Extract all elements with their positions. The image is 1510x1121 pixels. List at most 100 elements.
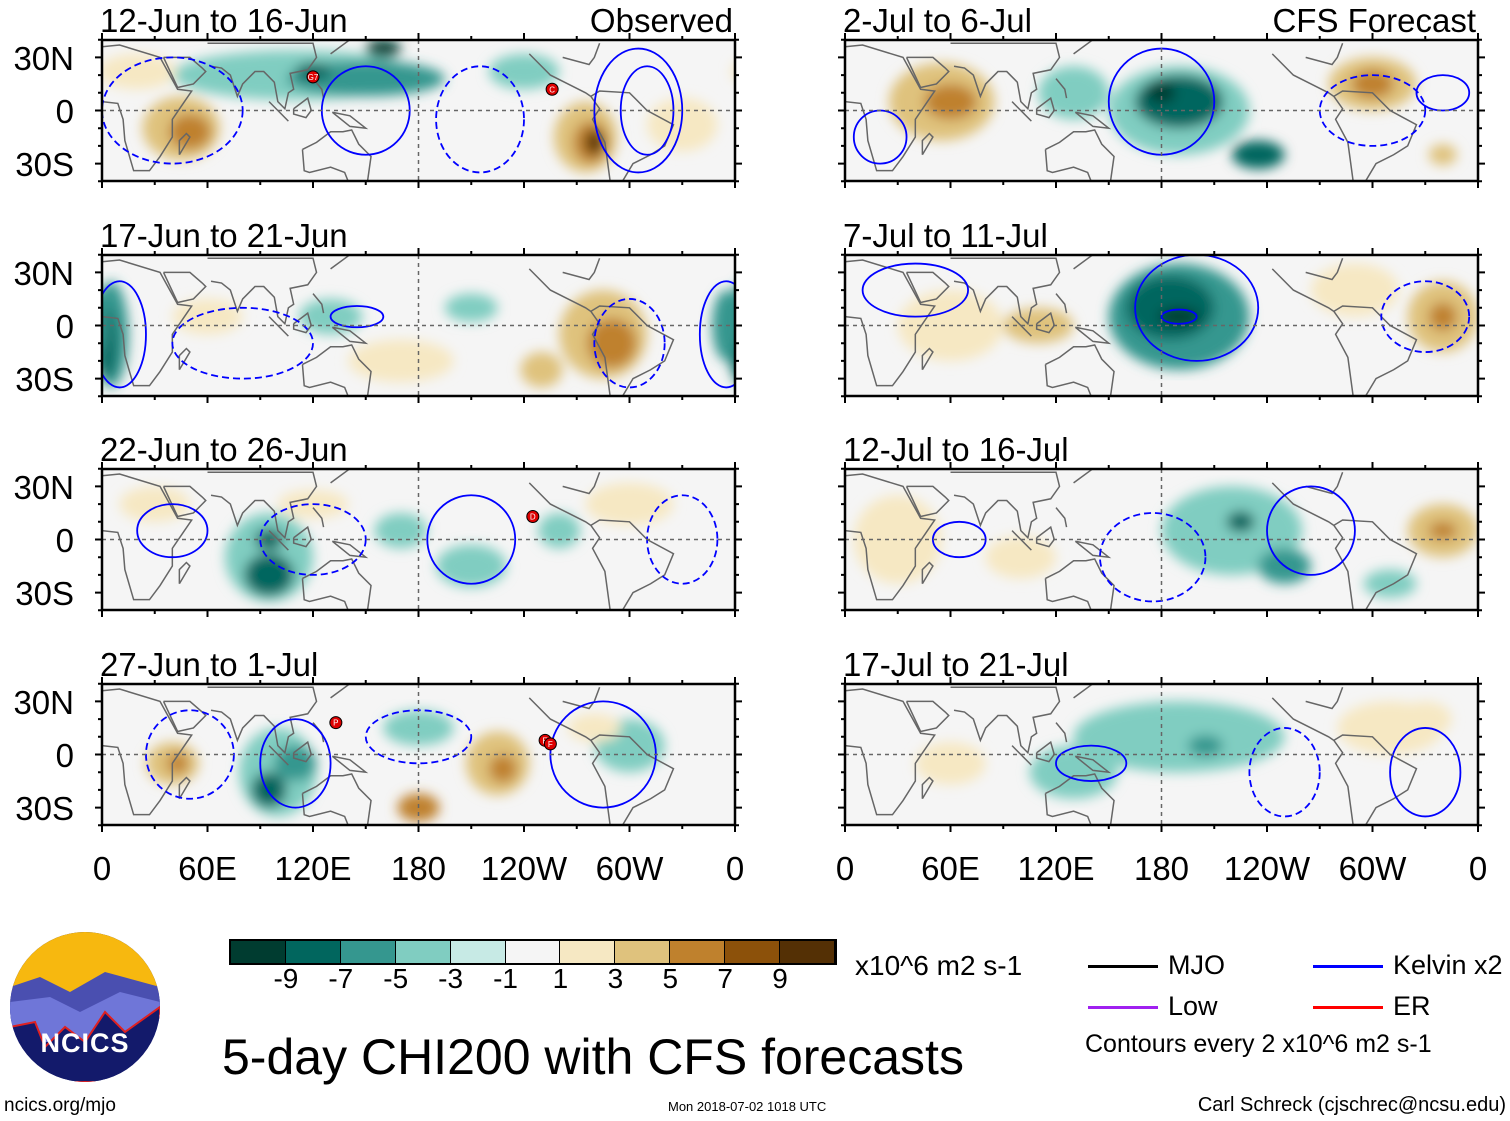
coastline [1333, 310, 1354, 396]
coastline [905, 271, 950, 304]
lon-label: 0 [835, 850, 855, 887]
footer-url[interactable]: ncics.org/mjo [4, 1095, 116, 1116]
kelvin-contour [932, 520, 987, 559]
kelvin-contour [861, 262, 969, 318]
anomaly-shading [1231, 140, 1285, 169]
legend-line [1313, 1006, 1383, 1009]
kelvin-contour [1318, 74, 1427, 147]
coastline [528, 53, 592, 97]
coastline [292, 740, 313, 763]
coastline [1333, 95, 1354, 181]
coastline [268, 101, 289, 122]
coastline [312, 507, 325, 528]
coastline [1073, 469, 1094, 484]
coastline [950, 471, 1061, 540]
lat-label: 0 [55, 92, 74, 130]
coastline [301, 364, 349, 396]
coastline [1011, 530, 1032, 551]
anomaly-map: PEF [95, 677, 742, 832]
ncics-logo: NCICS [10, 932, 160, 1082]
anomaly-shading [1157, 307, 1201, 326]
coastline [292, 96, 313, 119]
colorbar-swatch [560, 941, 616, 963]
anomaly-shading [102, 53, 176, 90]
anomaly-shading [1428, 144, 1457, 166]
coastline [1074, 540, 1112, 559]
anomaly-shading [119, 486, 190, 522]
kelvin-contour [1099, 512, 1207, 603]
colorbar-swatch [340, 941, 396, 963]
equator-dateline [102, 40, 735, 181]
storm-label: P [333, 719, 338, 728]
anomaly-shading [1147, 82, 1176, 104]
panel-title: 7-Jul to 11-Jul [843, 217, 1048, 254]
coastline [845, 44, 936, 172]
coastline [292, 311, 313, 334]
coastline [331, 111, 369, 130]
axis-ticks [95, 462, 742, 617]
colorbar-label: -1 [493, 963, 518, 994]
coastline [207, 257, 318, 326]
kelvin-contour [1134, 255, 1260, 362]
map-frame [100, 467, 737, 612]
anomaly-shading [1187, 735, 1224, 757]
colorbar-swatch [615, 941, 671, 963]
coastline [330, 255, 351, 270]
anomaly-shading [365, 40, 401, 58]
coastline [331, 755, 369, 774]
coastline [1011, 101, 1032, 122]
coastline [1305, 686, 1344, 710]
lat-label: 30N [13, 683, 74, 721]
anomaly-shading [985, 535, 1056, 579]
storm-label: F [548, 740, 553, 749]
coastline [950, 42, 1061, 111]
lat-label: 0 [55, 307, 74, 345]
anomaly-shading [1351, 69, 1394, 99]
equator-dateline [845, 684, 1478, 825]
anomaly-shading [488, 53, 560, 90]
anomaly-shading [436, 544, 507, 588]
coastline [102, 473, 193, 601]
anomaly-shading [1428, 302, 1457, 331]
anomaly-shading [374, 512, 428, 549]
coastline [950, 257, 1061, 326]
anomaly-map [838, 462, 1485, 617]
coastline [1055, 507, 1068, 528]
coastline [1035, 96, 1056, 119]
lon-label: 0 [1468, 850, 1488, 887]
coastline [162, 271, 207, 304]
coastline [268, 530, 289, 551]
tropical-cyclone-icon: F [543, 737, 557, 751]
map-frame [843, 38, 1480, 183]
coastline [921, 776, 934, 800]
lon-label: 180 [1133, 850, 1190, 887]
coastline [162, 485, 207, 518]
kelvin-contour [1266, 485, 1356, 576]
axis-ticks [838, 677, 1485, 832]
kelvin-contour [329, 305, 385, 329]
legend-label: Low [1168, 991, 1218, 1021]
kelvin-contour [1389, 727, 1462, 818]
kelvin-contour [1160, 308, 1198, 325]
coastline [102, 259, 193, 387]
coastline [590, 95, 611, 181]
lat-label: 30N [13, 254, 74, 292]
footer-author[interactable]: Carl Schreck (cjschrec@ncsu.edu) [1197, 1094, 1506, 1116]
coastline [102, 44, 193, 172]
coastline [292, 525, 313, 548]
lon-label: 60E [921, 850, 980, 887]
kelvin-contour [593, 47, 684, 174]
equator-dateline [845, 469, 1478, 610]
colorbar-label: 9 [772, 963, 788, 994]
coastline [178, 347, 191, 371]
colorbar [229, 939, 837, 965]
anomaly-shading [915, 742, 986, 785]
tropical-cyclone-icon: P [329, 716, 343, 730]
legend-label: Kelvin x2 [1393, 950, 1503, 980]
coastline [1055, 293, 1068, 314]
coastline [1305, 471, 1344, 495]
coastline [1045, 129, 1115, 181]
coastline [330, 684, 351, 699]
anomaly-shading [168, 114, 212, 150]
storm-label: G7 [308, 73, 319, 82]
